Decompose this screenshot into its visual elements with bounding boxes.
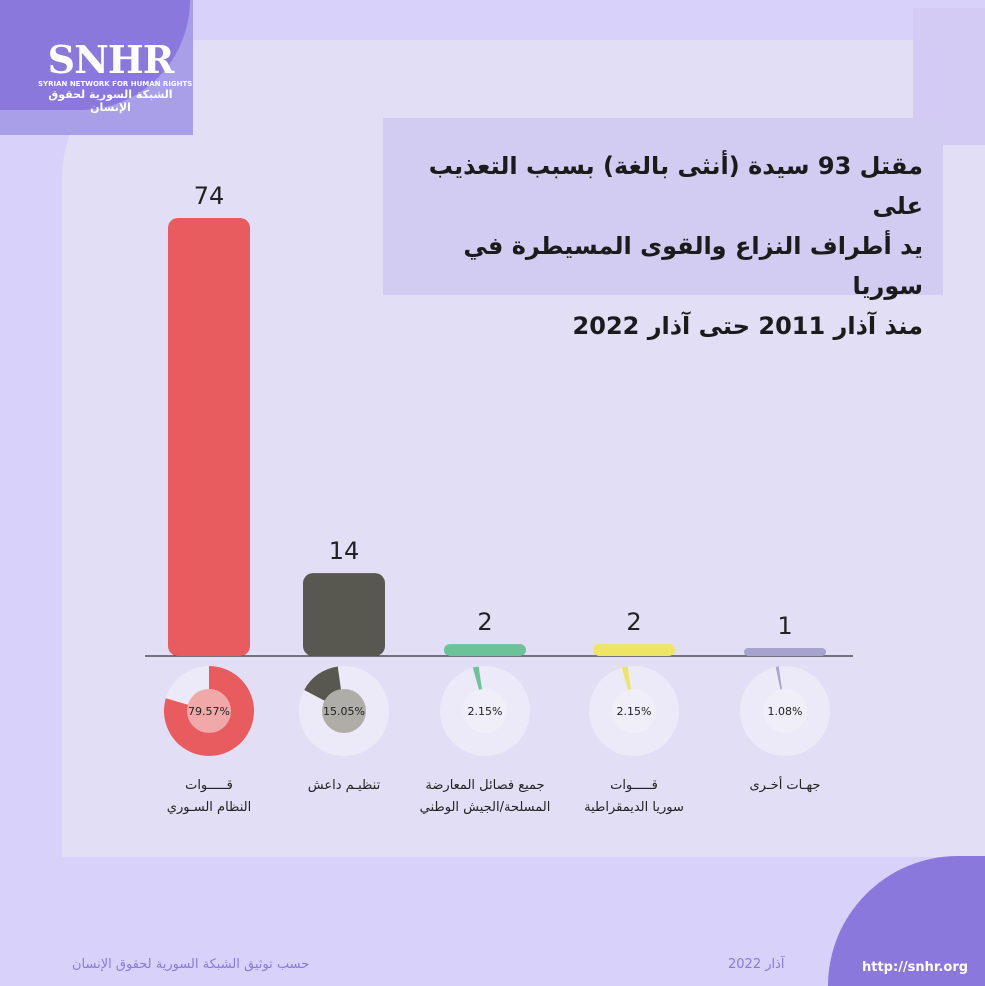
bar: [444, 644, 526, 656]
bar-value-label: 14: [329, 537, 360, 565]
footer-source: حسب توثيق الشبكة السورية لحقوق الإنسان: [72, 957, 310, 972]
category-label-line: المسلحة/الجيش الوطني: [419, 800, 551, 815]
logo-english: SYRIAN NETWORK FOR HUMAN RIGHTS: [38, 80, 193, 88]
bar: [168, 218, 250, 656]
pie-inner: [187, 689, 231, 733]
pie-percent-label: 15.05%: [323, 705, 365, 718]
category-label-line: قـــــوات: [610, 778, 658, 793]
pie-percent-label: 1.08%: [768, 705, 803, 718]
pie-percent-label: 79.57%: [188, 705, 230, 718]
footer-url[interactable]: http://snhr.org: [862, 960, 969, 975]
logo-arabic: الشبكة السورية لحقوق الإنسان: [48, 88, 173, 114]
bar-value-label: 1: [777, 612, 792, 640]
category-label-line: جهـات أخـرى: [749, 778, 821, 793]
pie-percent-label: 2.15%: [468, 705, 503, 718]
pie-inner: [463, 689, 507, 733]
category-label: جميع فصائل المعارضة المسلحة/الجيش الوطني: [410, 775, 560, 819]
category-label-line: جميع فصائل المعارضة: [425, 778, 545, 793]
category-label-line: سوريا الديمقراطية: [584, 800, 684, 815]
bar: [303, 573, 385, 656]
bar-value-label: 2: [626, 608, 641, 636]
bar-value-label: 2: [477, 608, 492, 636]
title-line: منذ آذار 2011 حتى آذار 2022: [572, 312, 923, 340]
title-line: مقتل 93 سيدة (أنثى بالغة) بسبب التعذيب ع…: [428, 152, 923, 220]
pie-inner: [322, 689, 366, 733]
category-label: قـــــوات سوريا الديمقراطية: [559, 775, 709, 819]
category-label: تنظيـم داعش: [269, 775, 419, 797]
chart-title: مقتل 93 سيدة (أنثى بالغة) بسبب التعذيب ع…: [383, 118, 943, 340]
logo-name: SNHR: [47, 37, 175, 82]
title-line: يد أطراف النزاع والقوى المسيطرة في سوريا: [463, 232, 923, 300]
category-label-line: قـــــوات: [185, 778, 233, 793]
pie-percent-label: 2.15%: [617, 705, 652, 718]
footer-date: آذار 2022: [728, 957, 785, 972]
category-label: قـــــوات النظام السـوري: [134, 775, 284, 819]
pie-inner: [612, 689, 656, 733]
pie-inner: [763, 689, 807, 733]
bar: [593, 644, 675, 656]
category-label: جهـات أخـرى: [710, 775, 860, 797]
snhr-logo: SNHR SYRIAN NETWORK FOR HUMAN RIGHTS الش…: [38, 37, 193, 115]
category-label-line: تنظيـم داعش: [307, 778, 381, 793]
category-label-line: النظام السـوري: [166, 800, 252, 815]
bar-value-label: 74: [194, 182, 225, 210]
bar: [744, 648, 826, 656]
